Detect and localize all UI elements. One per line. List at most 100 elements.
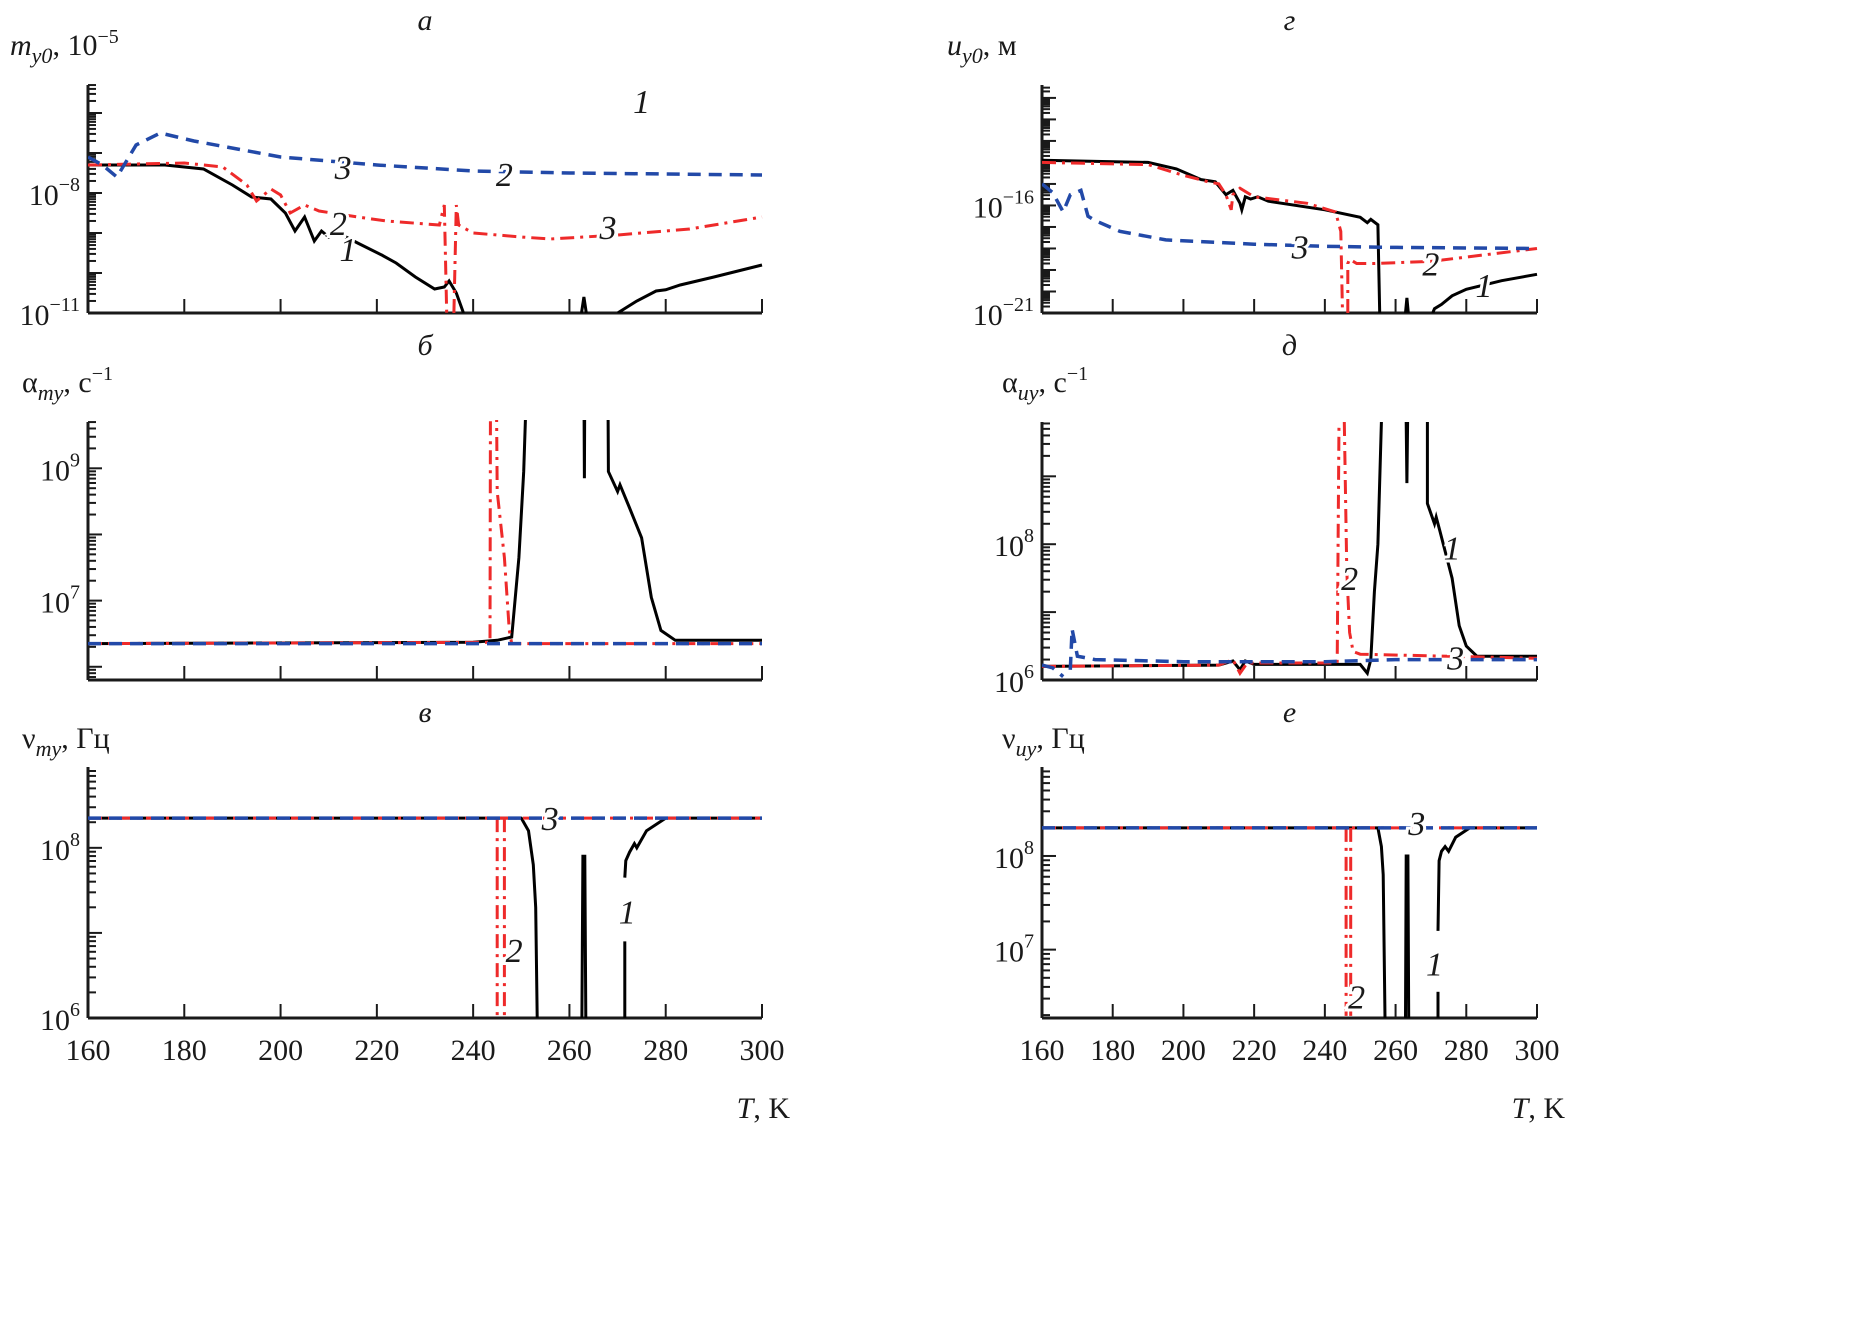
series-line-1 [582, 420, 587, 479]
series-2 [88, 161, 763, 313]
series-line-1 [580, 854, 588, 1018]
series-line-1 [1042, 158, 1382, 313]
x-tick-label: 180 [162, 1034, 207, 1067]
curve-label-3: 3 [598, 210, 616, 247]
series-line-1 [88, 420, 527, 646]
curve-label-3: 3 [1291, 229, 1309, 266]
series-line-1 [1425, 422, 1537, 658]
plot-area [1042, 421, 1538, 678]
x-axis-label: T, K [1512, 1092, 1566, 1125]
plot-area [88, 131, 763, 313]
panel-g: г uy0, м 10−16 10−21 12 3 [947, 4, 1538, 332]
curve-label-3: 3 [334, 150, 352, 187]
series-1 [1042, 421, 1537, 677]
curve-label-3: 3 [1407, 806, 1425, 843]
y-tick-label: 10−11 [19, 294, 80, 332]
curve-label-2: 2 [1422, 247, 1439, 284]
x-tick-label: 220 [1232, 1034, 1277, 1067]
x-tick-label: 240 [1302, 1034, 1347, 1067]
series-2 [1042, 421, 1538, 677]
curve-label-1: 1 [619, 895, 636, 932]
panel-d: д αuy, с−1 108 106 1 2 3 [994, 329, 1538, 699]
series-line-2 [1042, 160, 1344, 313]
y-tick-label: 109 [40, 449, 80, 487]
x-axis-label: T, K [737, 1092, 791, 1125]
series-1 [88, 816, 762, 1018]
curve-label-1: 1 [1426, 947, 1443, 984]
series-line-1 [1404, 854, 1411, 1018]
y-axis-label: αuy, с−1 [1002, 363, 1088, 405]
plot-area [1042, 826, 1537, 1018]
curve-label-3: 3 [541, 801, 559, 838]
series-line-2 [1342, 421, 1538, 660]
x-tick-label: 220 [354, 1034, 399, 1067]
panel-e: е νuy, Гц 108 107 160 180 200 220 240 260 280 300 T,… [994, 696, 1565, 1125]
x-tick-label: 200 [258, 1034, 303, 1067]
curve-label-1: 1 [633, 84, 650, 121]
y-tick-label: 10−16 [973, 186, 1034, 224]
curve-label-3: 3 [1446, 641, 1464, 678]
series-line-1 [88, 816, 539, 1018]
series-3 [1042, 628, 1537, 678]
series-3 [1042, 182, 1538, 251]
panel-letter: а [418, 4, 433, 37]
y-tick-label: 108 [40, 829, 80, 867]
y-axis-label: my0, 10−5 [10, 26, 119, 68]
panel-letter: е [1283, 696, 1296, 729]
x-tick-label: 160 [1020, 1034, 1065, 1067]
panel-letter: в [418, 696, 431, 729]
y-tick-label: 106 [994, 661, 1034, 699]
curve-label-2: 2 [506, 933, 523, 970]
series-line-1 [88, 163, 465, 313]
y-axis-label: αmy, с−1 [22, 363, 113, 405]
series-line-3 [1068, 628, 1537, 670]
curve-label-2: 2 [496, 157, 513, 194]
y-tick-label: 106 [40, 999, 80, 1037]
series-line-3 [88, 131, 763, 180]
x-tick-label: 280 [1444, 1034, 1489, 1067]
panel-letter: г [1284, 4, 1296, 37]
series-1 [88, 163, 763, 313]
plot-area [88, 816, 762, 1018]
x-tick-label: 160 [66, 1034, 111, 1067]
y-tick-label: 108 [994, 525, 1034, 563]
series-line-1 [1436, 826, 1537, 931]
y-tick-label: 107 [994, 931, 1034, 969]
panel-letter: б [417, 329, 433, 362]
series-2 [1042, 160, 1538, 313]
plot-area [88, 420, 762, 646]
series-line-1 [616, 263, 763, 313]
series-line-3 [1042, 182, 1538, 251]
series-1 [1042, 826, 1537, 1018]
x-tick-label: 280 [643, 1034, 688, 1067]
curve-label-1: 1 [339, 232, 356, 269]
series-line-2 [495, 420, 762, 646]
series-line-1 [1404, 421, 1410, 484]
series-line-1 [580, 296, 588, 313]
series-2 [1042, 826, 1537, 1018]
series-line-1 [1042, 421, 1383, 677]
plot-area [1042, 158, 1538, 313]
series-2 [88, 816, 762, 1018]
series-1 [88, 420, 762, 646]
x-tick-label: 260 [547, 1034, 592, 1067]
series-line-2 [1042, 421, 1341, 677]
x-tick-label: 240 [451, 1034, 496, 1067]
series-line-2 [1346, 247, 1538, 313]
series-line-1 [606, 420, 762, 642]
curve-label-2: 2 [1348, 979, 1365, 1016]
series-3 [88, 131, 763, 180]
series-line-1 [623, 816, 762, 878]
y-axis-label: νuy, Гц [1002, 722, 1085, 761]
x-tick-label: 200 [1161, 1034, 1206, 1067]
panel-letter: д [1282, 329, 1297, 362]
x-tick-label: 300 [740, 1034, 785, 1067]
series-line-3 [1042, 663, 1065, 678]
y-tick-label: 10−8 [29, 174, 80, 212]
curve-label-2: 2 [330, 206, 347, 243]
series-line-1 [1404, 297, 1410, 313]
x-tick-label: 300 [1515, 1034, 1560, 1067]
